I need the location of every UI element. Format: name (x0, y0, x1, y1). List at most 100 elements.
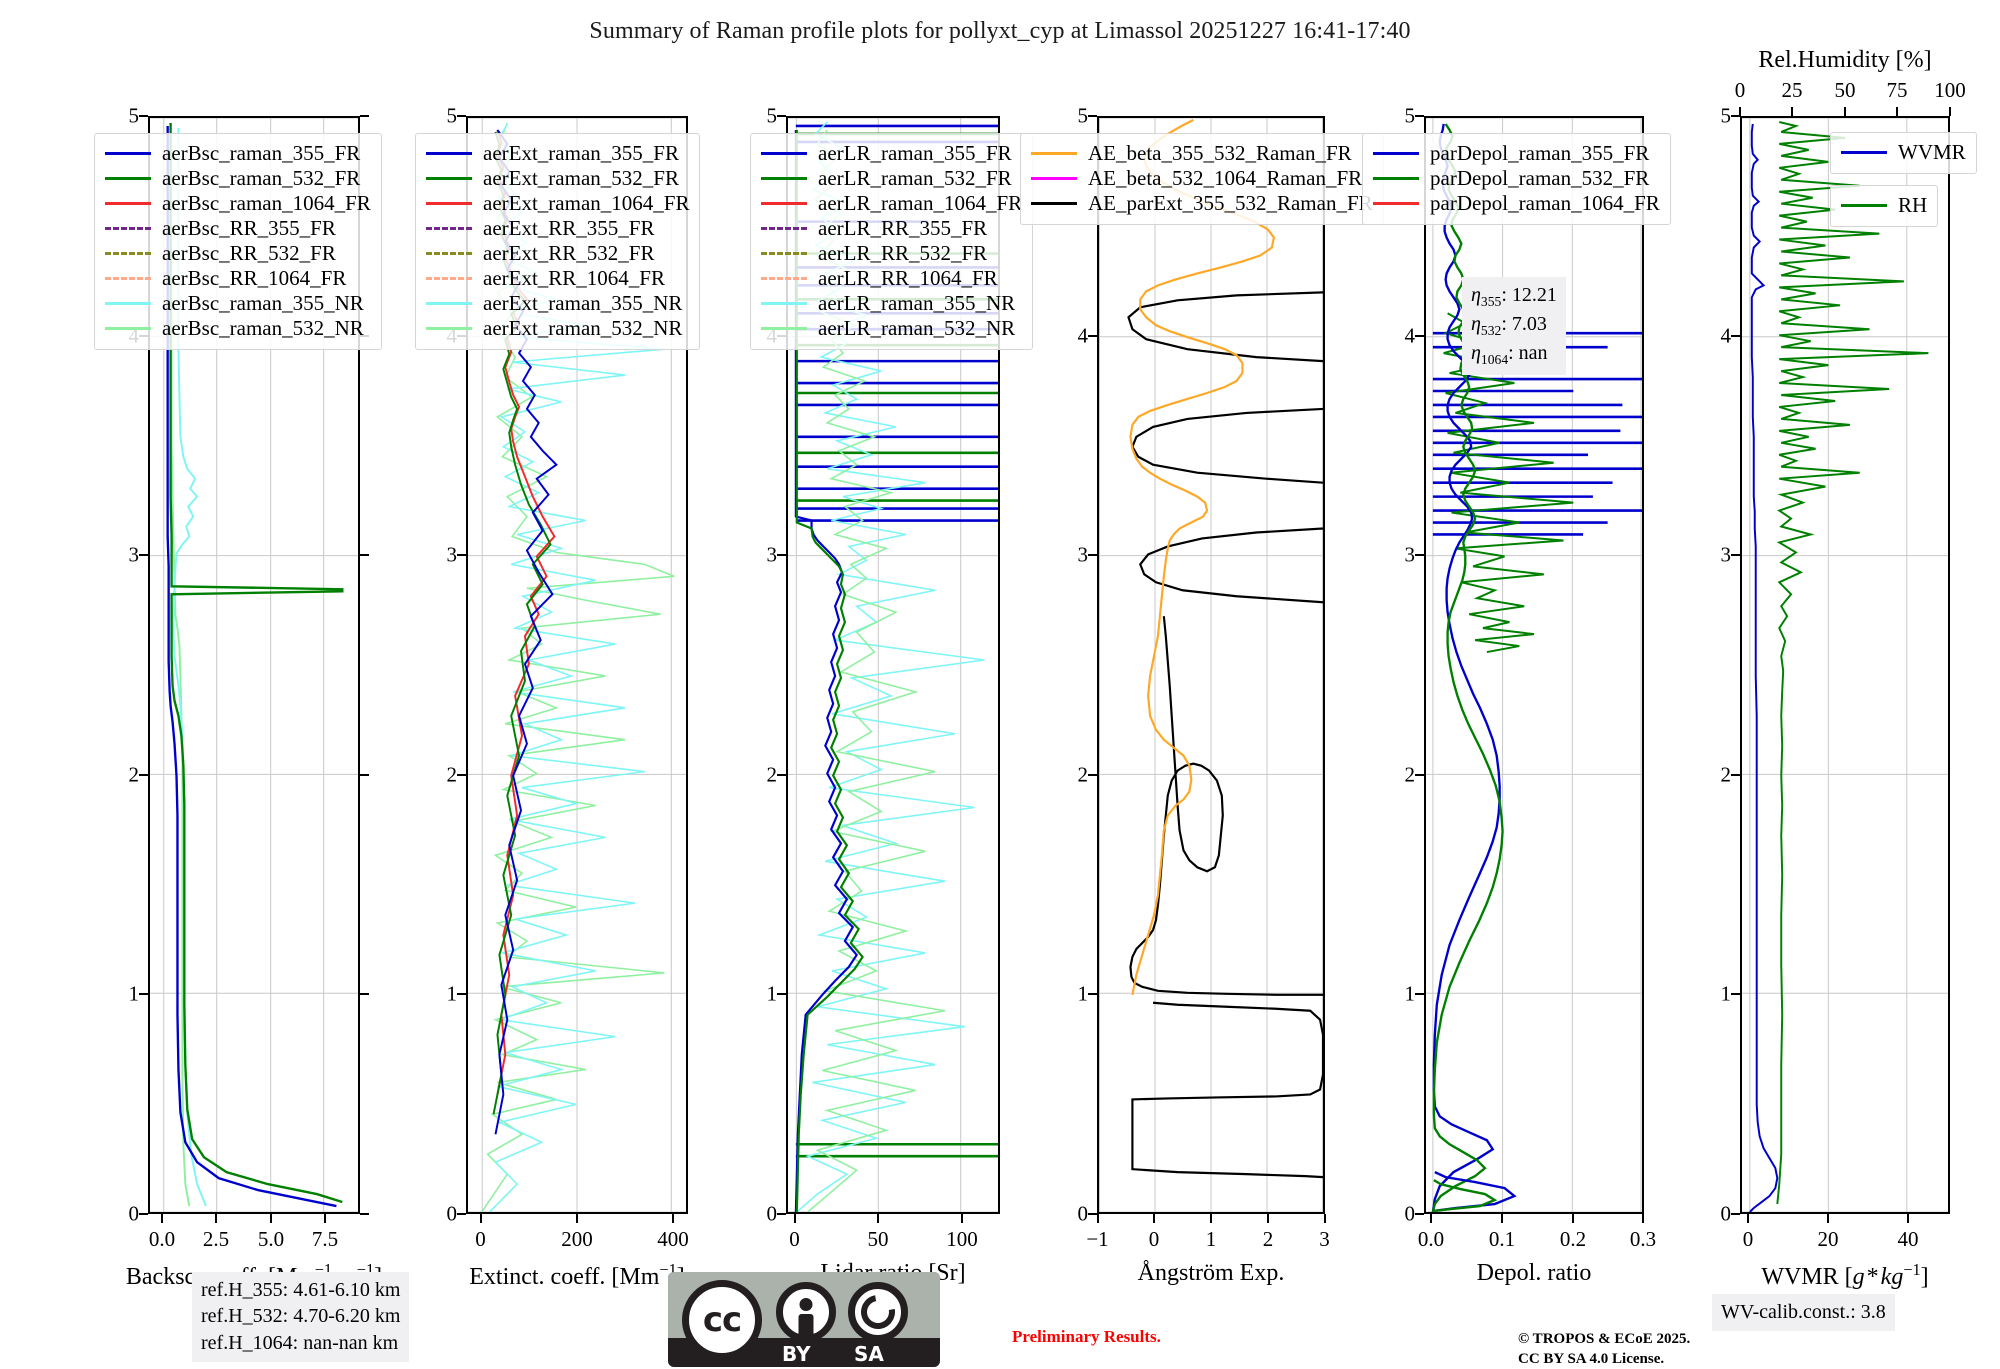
legend-item: aerExt_RR_532_FR (426, 241, 689, 266)
ytick-2: 2 (1404, 762, 1416, 787)
legend-angstrom[interactable]: AE_beta_355_532_Raman_FR AE_beta_532_106… (1020, 133, 1384, 225)
xtick-p5-3: 0.3 (1629, 1227, 1657, 1251)
legend-item: aerBsc_raman_355_FR (105, 141, 371, 166)
legend-label: aerExt_raman_532_FR (483, 166, 679, 190)
legend-label: aerBsc_raman_1064_FR (162, 191, 371, 215)
line-swatch-orange (1031, 152, 1077, 155)
legend-item: aerExt_raman_355_NR (426, 291, 689, 316)
xaxis-label-angstrom: Ångström Exp. (1137, 1260, 1285, 1286)
legend-label: aerExt_RR_355_FR (483, 216, 655, 240)
legend-item: aerExt_raman_532_FR (426, 166, 689, 191)
plot-area-angstrom[interactable] (1097, 116, 1325, 1214)
xtick-p1-1: 2.5 (202, 1227, 230, 1251)
ytick-5: 5 (1720, 103, 1732, 128)
legend-extinction[interactable]: aerExt_raman_355_FR aerExt_raman_532_FR … (415, 133, 701, 350)
legend-item: aerLR_raman_355_FR (761, 141, 1022, 166)
xaxis-label-wvmr: WVMR [g * kg−1] (1761, 1260, 1929, 1290)
line-swatch-black (1031, 202, 1077, 205)
line-swatch-blue (1841, 151, 1887, 154)
legend-item: aerBsc_RR_532_FR (105, 241, 371, 266)
xtick-p2-2: 400 (657, 1227, 689, 1251)
legend-item: aerBsc_raman_532_NR (105, 316, 371, 341)
ytick-2: 2 (1077, 762, 1089, 787)
line-swatch-salmon-dashed (761, 277, 807, 280)
xaxis-label-extinction: Extinct. coeff. [Mm−1] (469, 1260, 685, 1290)
xtick-p4-2: 1 (1205, 1227, 1217, 1251)
line-swatch-magenta (1031, 177, 1077, 180)
preliminary-results-note: Preliminary Results. (1012, 1327, 1161, 1346)
legend-label: aerLR_raman_355_NR (818, 291, 1016, 315)
legend-label: aerBsc_RR_532_FR (162, 241, 336, 265)
legend-label: aerExt_raman_1064_FR (483, 191, 690, 215)
line-swatch-green (1373, 177, 1419, 180)
ytick-2: 2 (1720, 762, 1732, 787)
xtick-p6-0: 0 (1742, 1227, 1754, 1251)
eta-1064-row: η1064: nan (1471, 341, 1548, 367)
toptick-p6-0: 0 (1734, 78, 1746, 102)
line-swatch-green (761, 177, 807, 180)
ytick-1: 1 (1720, 981, 1732, 1006)
legend-wvmr[interactable]: WVMR (1830, 132, 1977, 174)
ytick-2: 2 (128, 762, 140, 787)
ytick-5: 5 (1077, 103, 1089, 128)
eta-532-row: η532: 7.03 (1471, 312, 1547, 338)
legend-item: parDepol_raman_1064_FR (1373, 191, 1660, 216)
legend-label: aerBsc_raman_532_NR (162, 316, 364, 340)
ytick-3: 3 (128, 542, 140, 567)
eta-355-value: : 12.21 (1501, 284, 1557, 306)
eta-355-row: η355: 12.21 (1471, 284, 1557, 309)
legend-item: AE_parExt_355_532_Raman_FR (1031, 191, 1373, 216)
refh-annotation: ref.H_355: 4.61-6.10 km ref.H_532: 4.70-… (192, 1272, 410, 1363)
legend-backscatter[interactable]: aerBsc_raman_355_FR aerBsc_raman_532_FR … (94, 133, 382, 350)
person-icon (776, 1282, 836, 1342)
panel-angstrom: 0 1 2 3 4 5 −1 0 1 2 3 Ångström Exp. (1078, 104, 1330, 1287)
xtick-p5-0: 0.0 (1417, 1227, 1445, 1251)
legend-lidar-ratio[interactable]: aerLR_raman_355_FR aerLR_raman_532_FR ae… (750, 133, 1034, 350)
line-swatch-blue (105, 152, 151, 155)
angstrom-curves (1099, 118, 1323, 1212)
eta-355-sub: 355 (1480, 294, 1502, 309)
ytick-5: 5 (766, 103, 778, 128)
line-swatch-cyan (761, 302, 807, 305)
xtick-p4-1: 0 (1148, 1227, 1160, 1251)
xtick-p4-4: 3 (1319, 1227, 1330, 1251)
legend-item: aerExt_raman_355_FR (426, 141, 689, 166)
ytick-2: 2 (766, 762, 778, 787)
line-swatch-green (426, 177, 472, 180)
plot-area-wvmr-rh[interactable] (1740, 116, 1950, 1214)
legend-item: aerBsc_raman_355_NR (105, 291, 371, 316)
xtick-p5-1: 0.1 (1488, 1227, 1516, 1251)
xtick-p4-3: 2 (1262, 1227, 1274, 1251)
ytick-3: 3 (1404, 542, 1416, 567)
legend-label: aerLR_RR_355_FR (818, 216, 988, 240)
eta-1064-value: : nan (1508, 341, 1548, 364)
ytick-3: 3 (766, 542, 778, 567)
wvmr-rh-curves (1742, 118, 1948, 1212)
legend-rh[interactable]: RH (1830, 185, 1939, 227)
xtick-p6-1: 20 (1817, 1227, 1839, 1251)
line-swatch-purple-dashed (761, 227, 807, 230)
legend-depol-ratio[interactable]: parDepol_raman_355_FR parDepol_raman_532… (1362, 133, 1671, 225)
legend-label: aerLR_raman_532_FR (818, 166, 1012, 190)
legend-label: aerBsc_RR_355_FR (162, 216, 336, 240)
xtick-p3-2: 100 (946, 1227, 978, 1251)
refh-355: ref.H_355: 4.61-6.10 km (201, 1279, 401, 1301)
ytick-4: 4 (1077, 323, 1089, 348)
legend-label: aerLR_raman_1064_FR (818, 191, 1023, 215)
topaxis-label-rh: Rel.Humidity [%] (1758, 47, 1932, 73)
ytick-0: 0 (766, 1201, 778, 1226)
line-swatch-olive-dashed (426, 252, 472, 255)
line-swatch-salmon-dashed (426, 277, 472, 280)
eta-532-sub: 532 (1480, 322, 1502, 338)
line-swatch-olive-dashed (761, 252, 807, 255)
cc-license-badge[interactable]: cc BY SA (668, 1272, 940, 1367)
wv-calib-annotation: WV-calib.const.: 3.8 (1712, 1294, 1895, 1332)
legend-label: aerExt_raman_532_NR (483, 316, 683, 340)
line-swatch-purple-dashed (105, 227, 151, 230)
ytick-2: 2 (446, 762, 458, 787)
legend-label: aerLR_RR_532_FR (818, 241, 988, 265)
xtick-p5-2: 0.2 (1559, 1227, 1587, 1251)
ytick-4: 4 (1720, 323, 1732, 348)
ytick-5: 5 (1404, 103, 1416, 128)
